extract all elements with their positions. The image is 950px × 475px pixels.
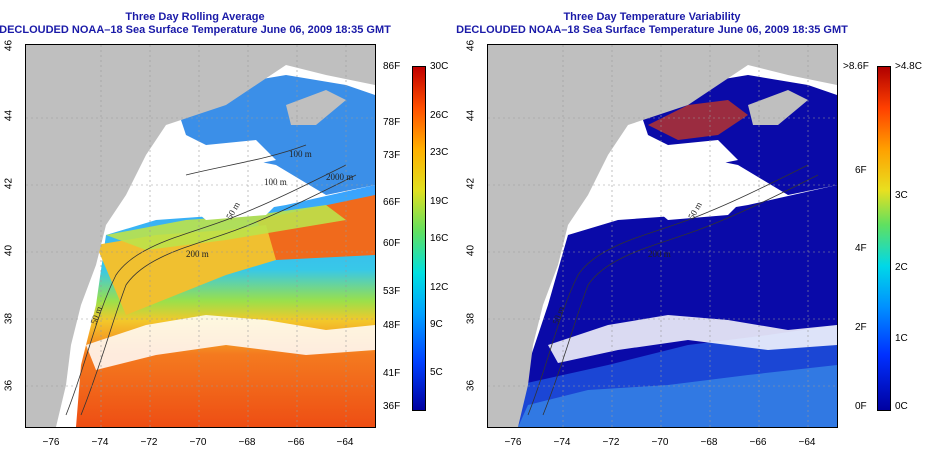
right-title-line2: DECLOUDED NOAA–18 Sea Surface Temperatur…	[456, 24, 848, 36]
lon-tick: −74	[91, 437, 109, 448]
colorbar-c-label: 1C	[895, 333, 908, 344]
colorbar-c-label: 12C	[430, 282, 449, 293]
lon-tick: −72	[602, 437, 620, 448]
lat-tick: 40	[465, 244, 477, 257]
right-title: Three Day Temperature Variability DECLOU…	[442, 11, 862, 37]
colorbar-f-label: 78F	[383, 117, 401, 128]
colorbar-f-label: 86F	[383, 61, 401, 72]
colorbar-c-label: 9C	[430, 319, 443, 330]
contour-label: 200 m	[648, 249, 671, 259]
colorbar-f-label: 41F	[383, 368, 401, 379]
colorbar-c-label: 26C	[430, 110, 449, 121]
land-mass-left	[26, 45, 375, 427]
colorbar-f-label: 0F	[855, 401, 867, 412]
lat-tick: 36	[3, 379, 15, 392]
colorbar-c-label: 5C	[430, 367, 443, 378]
avg-colorbar	[412, 66, 426, 411]
variability-colorbar	[877, 66, 891, 411]
lat-tick: 38	[3, 312, 15, 325]
lat-tick: 42	[3, 177, 15, 190]
colorbar-f-label: >8.6F	[843, 61, 869, 72]
colorbar-c-label: 0C	[895, 401, 908, 412]
variability-map: 50 m 200 m 50 m	[487, 44, 838, 428]
contour-label: 100 m	[264, 177, 287, 187]
contour-label: 2000 m	[326, 172, 353, 182]
avg-temperature-map: 100 m 100 m 2000 m 50 m 200 m 50 m	[25, 44, 376, 428]
colorbar-f-label: 53F	[383, 286, 401, 297]
lon-tick: −66	[287, 437, 305, 448]
colorbar-c-label: 2C	[895, 262, 908, 273]
lon-tick: −72	[140, 437, 158, 448]
lat-tick: 44	[465, 109, 477, 122]
land-mass-right	[488, 45, 837, 427]
colorbar-c-label: 19C	[430, 196, 449, 207]
lon-tick: −76	[42, 437, 60, 448]
lat-tick: 46	[3, 39, 15, 52]
right-title-line1: Three Day Temperature Variability	[563, 11, 741, 23]
lat-tick: 42	[465, 177, 477, 190]
lon-tick: −70	[189, 437, 207, 448]
colorbar-f-label: 36F	[383, 401, 401, 412]
colorbar-c-label: 3C	[895, 190, 908, 201]
left-title-line1: Three Day Rolling Average	[125, 11, 265, 23]
lat-tick: 36	[465, 379, 477, 392]
colorbar-f-label: 60F	[383, 238, 401, 249]
colorbar-c-label: 23C	[430, 147, 449, 158]
lon-tick: −76	[504, 437, 522, 448]
left-title: Three Day Rolling Average DECLOUDED NOAA…	[0, 11, 405, 37]
lon-tick: −68	[700, 437, 718, 448]
lon-tick: −68	[238, 437, 256, 448]
colorbar-f-label: 48F	[383, 320, 401, 331]
lon-tick: −66	[749, 437, 767, 448]
colorbar-c-label: >4.8C	[895, 61, 922, 72]
colorbar-f-label: 2F	[855, 322, 867, 333]
colorbar-f-label: 4F	[855, 243, 867, 254]
lat-tick: 46	[465, 39, 477, 52]
lon-tick: −64	[336, 437, 354, 448]
colorbar-c-label: 16C	[430, 233, 449, 244]
colorbar-c-label: 30C	[430, 61, 449, 72]
contour-label: 100 m	[289, 149, 312, 159]
left-title-line2: DECLOUDED NOAA–18 Sea Surface Temperatur…	[0, 24, 391, 36]
lat-tick: 40	[3, 244, 15, 257]
lat-tick: 44	[3, 109, 15, 122]
lat-tick: 38	[465, 312, 477, 325]
lon-tick: −74	[553, 437, 571, 448]
lon-tick: −64	[798, 437, 816, 448]
colorbar-f-label: 66F	[383, 197, 401, 208]
lon-tick: −70	[651, 437, 669, 448]
colorbar-f-label: 6F	[855, 165, 867, 176]
colorbar-f-label: 73F	[383, 150, 401, 161]
contour-label: 200 m	[186, 249, 209, 259]
